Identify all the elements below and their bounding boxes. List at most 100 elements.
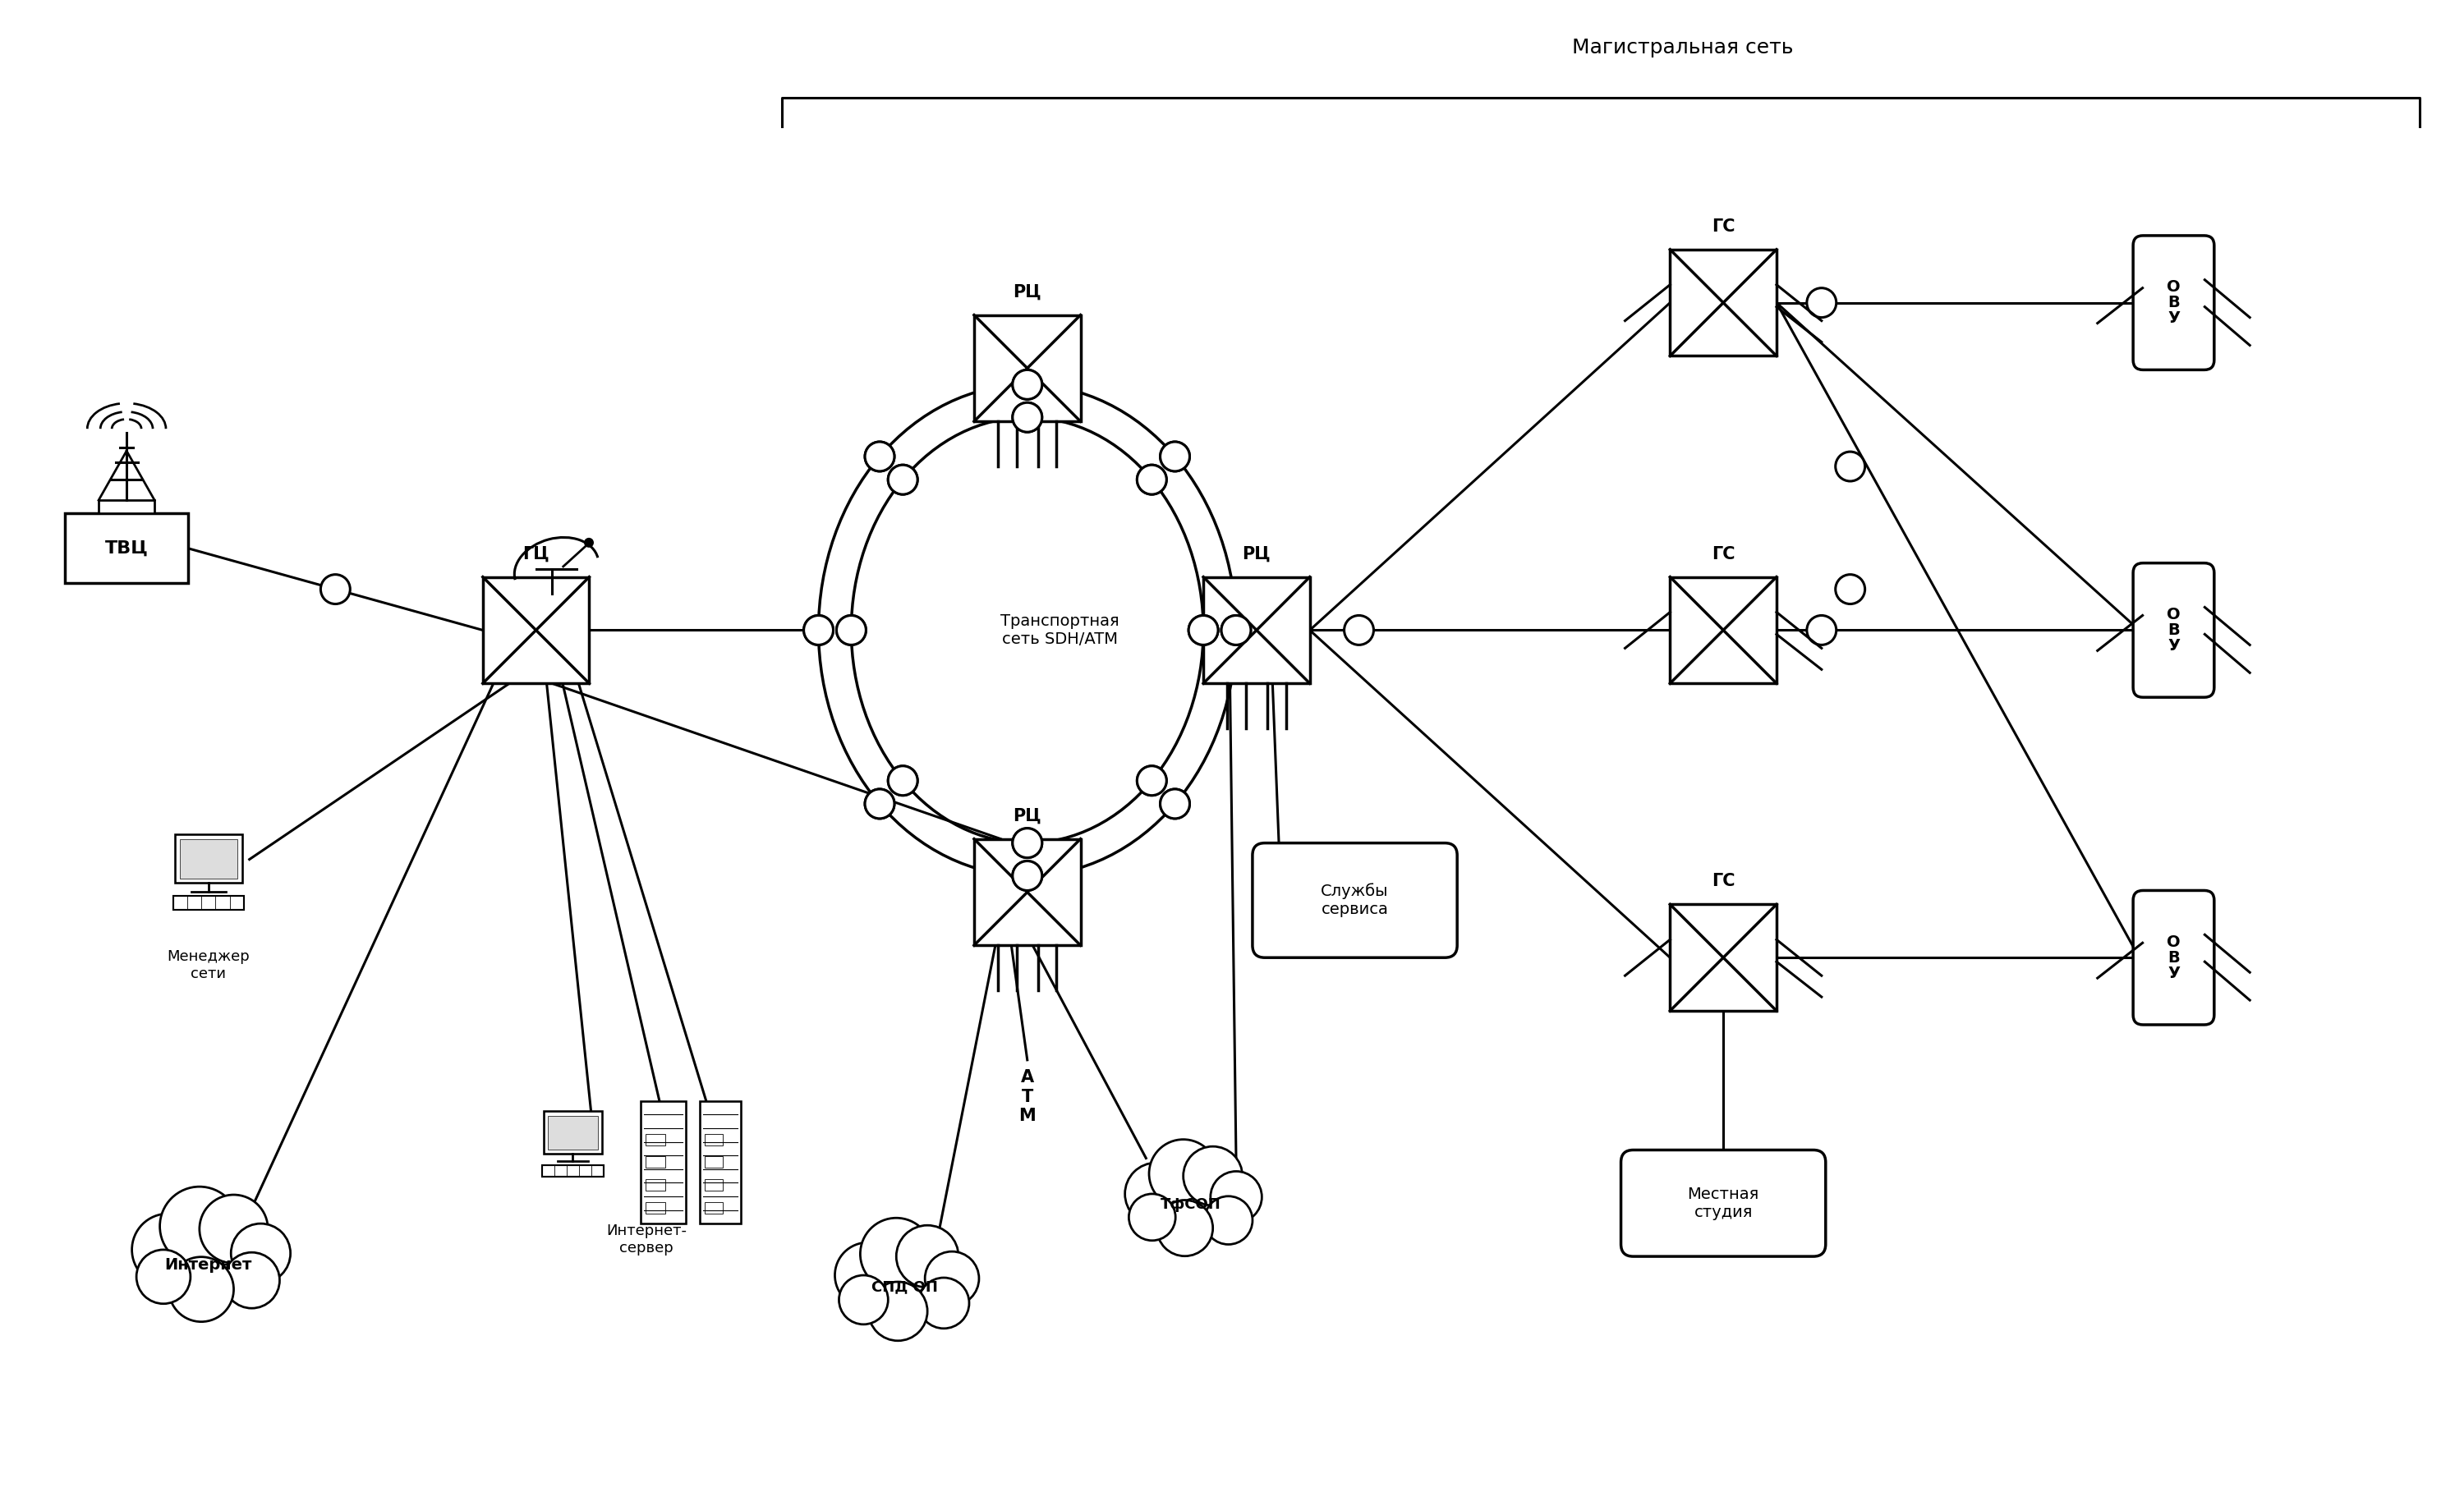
Bar (1202, 577, 1311, 683)
Bar (646, 1203, 665, 1214)
Circle shape (1806, 288, 1836, 318)
Circle shape (160, 1186, 239, 1265)
Circle shape (1188, 615, 1217, 645)
Circle shape (1013, 370, 1042, 400)
Circle shape (897, 1225, 958, 1288)
Bar (483, 577, 589, 683)
Circle shape (1836, 574, 1865, 604)
Circle shape (865, 789, 894, 819)
Circle shape (1136, 466, 1165, 494)
FancyBboxPatch shape (2134, 891, 2215, 1025)
Circle shape (584, 537, 594, 548)
Circle shape (924, 1252, 978, 1306)
Bar (545, 1112, 601, 1153)
Circle shape (170, 1256, 234, 1322)
Circle shape (1222, 615, 1252, 645)
Bar (547, 1116, 599, 1150)
Text: Службы
сервиса: Службы сервиса (1321, 883, 1390, 918)
Text: Магистральная сеть: Магистральная сеть (1572, 37, 1794, 57)
Text: РЦ: РЦ (1242, 546, 1271, 562)
Bar (1671, 904, 1777, 1010)
Bar (180, 839, 237, 879)
Text: А
Т
М: А Т М (1018, 1070, 1035, 1123)
Bar (175, 834, 241, 883)
Circle shape (1183, 1146, 1242, 1206)
Circle shape (1136, 765, 1165, 795)
Circle shape (887, 765, 917, 795)
FancyBboxPatch shape (1621, 1150, 1826, 1256)
Circle shape (232, 1223, 291, 1283)
Text: Местная
студия: Местная студия (1688, 1186, 1759, 1220)
Circle shape (1222, 615, 1252, 645)
Circle shape (1013, 861, 1042, 891)
Text: Менеджер
сети: Менеджер сети (168, 949, 249, 982)
Circle shape (919, 1277, 968, 1328)
Circle shape (1806, 615, 1836, 645)
Circle shape (865, 442, 894, 471)
Bar (705, 1180, 722, 1191)
Bar (1671, 249, 1777, 357)
Circle shape (1148, 1140, 1217, 1209)
Text: О
В
У: О В У (2166, 607, 2181, 653)
Bar (646, 1134, 665, 1144)
Text: О
В
У: О В У (2166, 279, 2181, 327)
Text: ГС: ГС (1712, 873, 1735, 889)
Circle shape (867, 1282, 926, 1341)
Circle shape (1136, 466, 1165, 494)
Circle shape (835, 615, 865, 645)
Circle shape (803, 615, 833, 645)
FancyBboxPatch shape (2134, 236, 2215, 370)
Circle shape (1013, 403, 1042, 433)
Circle shape (1156, 1200, 1212, 1256)
Circle shape (320, 574, 350, 604)
Circle shape (1161, 789, 1190, 819)
Text: ГС: ГС (1712, 218, 1735, 234)
Bar (641, 1101, 685, 1223)
Circle shape (1013, 828, 1042, 858)
Circle shape (803, 615, 833, 645)
Bar (99, 500, 155, 513)
Circle shape (1210, 1171, 1262, 1222)
Bar (646, 1180, 665, 1191)
Text: ГС: ГС (1712, 546, 1735, 562)
Bar (705, 1203, 722, 1214)
Bar (705, 1134, 722, 1144)
Circle shape (838, 1276, 887, 1325)
FancyBboxPatch shape (2134, 562, 2215, 697)
Circle shape (1013, 828, 1042, 858)
Text: Интернет: Интернет (165, 1256, 251, 1273)
Circle shape (1161, 442, 1190, 471)
Circle shape (224, 1252, 278, 1308)
Text: ТфСОП: ТфСОП (1161, 1198, 1222, 1212)
Circle shape (865, 442, 894, 471)
Bar (973, 839, 1082, 946)
Circle shape (1188, 615, 1217, 645)
Text: РЦ: РЦ (1013, 807, 1042, 824)
Circle shape (887, 466, 917, 494)
Bar (973, 315, 1082, 421)
Circle shape (1836, 452, 1865, 482)
Circle shape (1161, 789, 1190, 819)
Text: Транспортная
сеть SDH/ATM: Транспортная сеть SDH/ATM (1000, 613, 1119, 648)
Circle shape (887, 765, 917, 795)
Circle shape (1013, 370, 1042, 400)
Text: СПД ОП: СПД ОП (872, 1279, 939, 1294)
Bar (542, 1165, 604, 1177)
Circle shape (1205, 1197, 1252, 1244)
Circle shape (1136, 765, 1165, 795)
FancyBboxPatch shape (1252, 843, 1456, 958)
Bar (172, 897, 244, 910)
Circle shape (887, 466, 917, 494)
Bar (705, 1156, 722, 1168)
Bar (646, 1156, 665, 1168)
Text: Интернет-
сервер: Интернет- сервер (606, 1223, 687, 1256)
Text: О
В
У: О В У (2166, 934, 2181, 982)
Circle shape (1161, 442, 1190, 471)
Circle shape (1345, 615, 1372, 645)
Circle shape (136, 1250, 190, 1304)
Circle shape (1013, 403, 1042, 433)
Circle shape (835, 1243, 899, 1308)
Text: ГЦ: ГЦ (522, 546, 549, 562)
Bar (64, 513, 187, 583)
Circle shape (860, 1217, 931, 1291)
